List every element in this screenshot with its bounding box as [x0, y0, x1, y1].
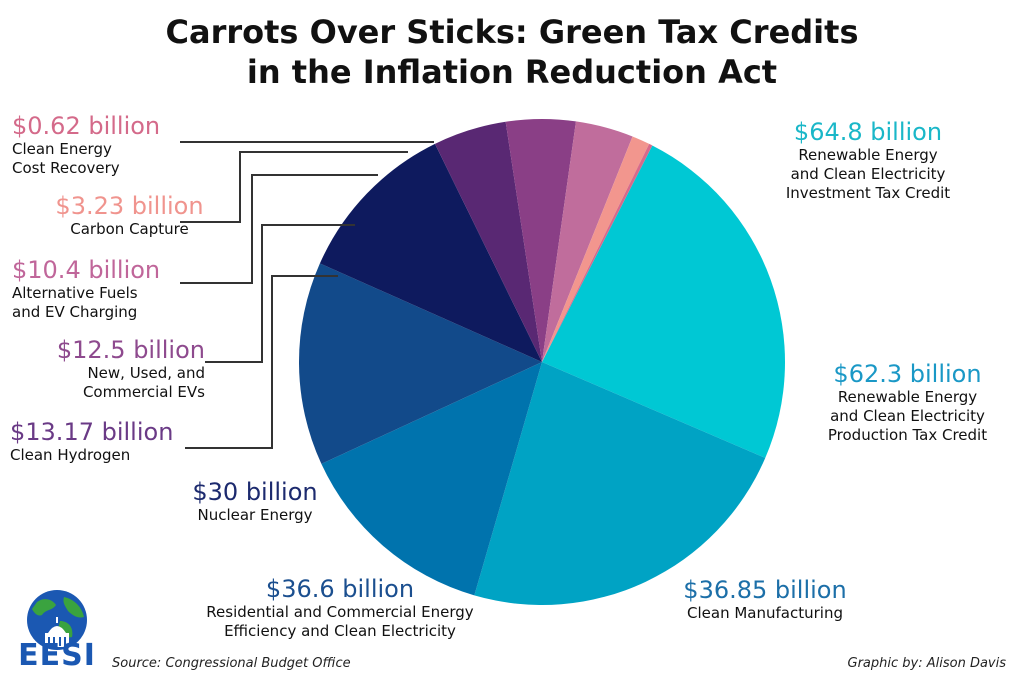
- source-note: Source: Congressional Budget Office: [112, 656, 351, 671]
- slice-description-1: Renewable Energy and Clean Electricity Inv…: [785, 146, 951, 202]
- slice-label-7: $12.5 billion New, Used, and Commercial EV…: [40, 336, 205, 402]
- slice-amount-9: $3.23 billion: [55, 192, 204, 220]
- pie-slice-1: [542, 145, 786, 458]
- pie-slice-3: [321, 362, 542, 596]
- slice-label-9: $3.23 billion Carbon Capture: [42, 192, 217, 239]
- slice-amount-3: $36.85 billion: [683, 576, 847, 604]
- eesi-globe-logo-icon: [27, 590, 87, 650]
- leader-line-6: [185, 275, 338, 449]
- slice-amount-1: $64.8 billion: [793, 118, 943, 146]
- slice-description-5: Nuclear Energy: [197, 506, 313, 524]
- pie-slice-6: [434, 121, 542, 363]
- pie-slice-2: [474, 362, 766, 605]
- slice-label-2: $62.3 billion Renewable Energy and Clean E…: [795, 360, 1020, 445]
- slice-label-10: $0.62 billion Clean Energy Cost Recovery: [12, 112, 187, 178]
- slice-description-8: Alternative Fuels and EV Charging: [12, 284, 138, 321]
- slice-label-6: $13.17 billion Clean Hydrogen: [10, 418, 185, 465]
- slice-description-9: Carbon Capture: [70, 220, 189, 238]
- pie-slice-7: [505, 118, 576, 363]
- slice-amount-10: $0.62 billion: [12, 112, 161, 140]
- slice-description-4: Residential and Commercial Energy Efficie…: [206, 603, 474, 640]
- pie-slice-9: [542, 136, 650, 362]
- chart-title-line-1: Carrots Over Sticks: Green Tax Credits: [165, 13, 859, 51]
- slice-description-6: Clean Hydrogen: [10, 446, 131, 464]
- leader-line-8: [180, 174, 378, 284]
- slice-amount-2: $62.3 billion: [833, 360, 982, 388]
- pie-slice-8: [542, 121, 633, 362]
- pie-slice-5: [319, 143, 542, 362]
- chart-title: Carrots Over Sticks: Green Tax Credits i…: [0, 12, 1024, 92]
- slice-description-3: Clean Manufacturing: [687, 604, 843, 622]
- chart-title-line-2: in the Inflation Reduction Act: [246, 53, 778, 91]
- slice-label-4: $36.6 billion Residential and Commercial …: [160, 575, 520, 641]
- pie-slice-10: [542, 143, 653, 362]
- slice-label-3: $36.85 billion Clean Manufacturing: [660, 576, 870, 623]
- slice-description-7: New, Used, and Commercial EVs: [82, 364, 205, 401]
- leader-line-7: [205, 224, 355, 363]
- slice-label-8: $10.4 billion Alternative Fuels and EV Cha…: [12, 256, 212, 322]
- slice-amount-4: $36.6 billion: [265, 575, 415, 603]
- slice-description-10: Clean Energy Cost Recovery: [12, 140, 120, 177]
- slice-amount-5: $30 billion: [192, 478, 318, 506]
- graphic-credit: Graphic by: Alison Davis: [847, 656, 1007, 671]
- slice-label-5: $30 billion Nuclear Energy: [170, 478, 340, 525]
- slice-amount-6: $13.17 billion: [10, 418, 174, 446]
- pie-slice-4: [298, 263, 542, 464]
- leader-lines: [180, 141, 434, 449]
- logo-text: EESI: [18, 638, 96, 673]
- slice-amount-7: $12.5 billion: [56, 336, 205, 364]
- slice-description-2: Renewable Energy and Clean Electricity Pro…: [827, 388, 988, 444]
- leader-line-9: [180, 151, 408, 223]
- slice-label-1: $64.8 billion Renewable Energy and Clean E…: [748, 118, 988, 203]
- slice-amount-8: $10.4 billion: [12, 256, 161, 284]
- pie-slices: [298, 118, 786, 605]
